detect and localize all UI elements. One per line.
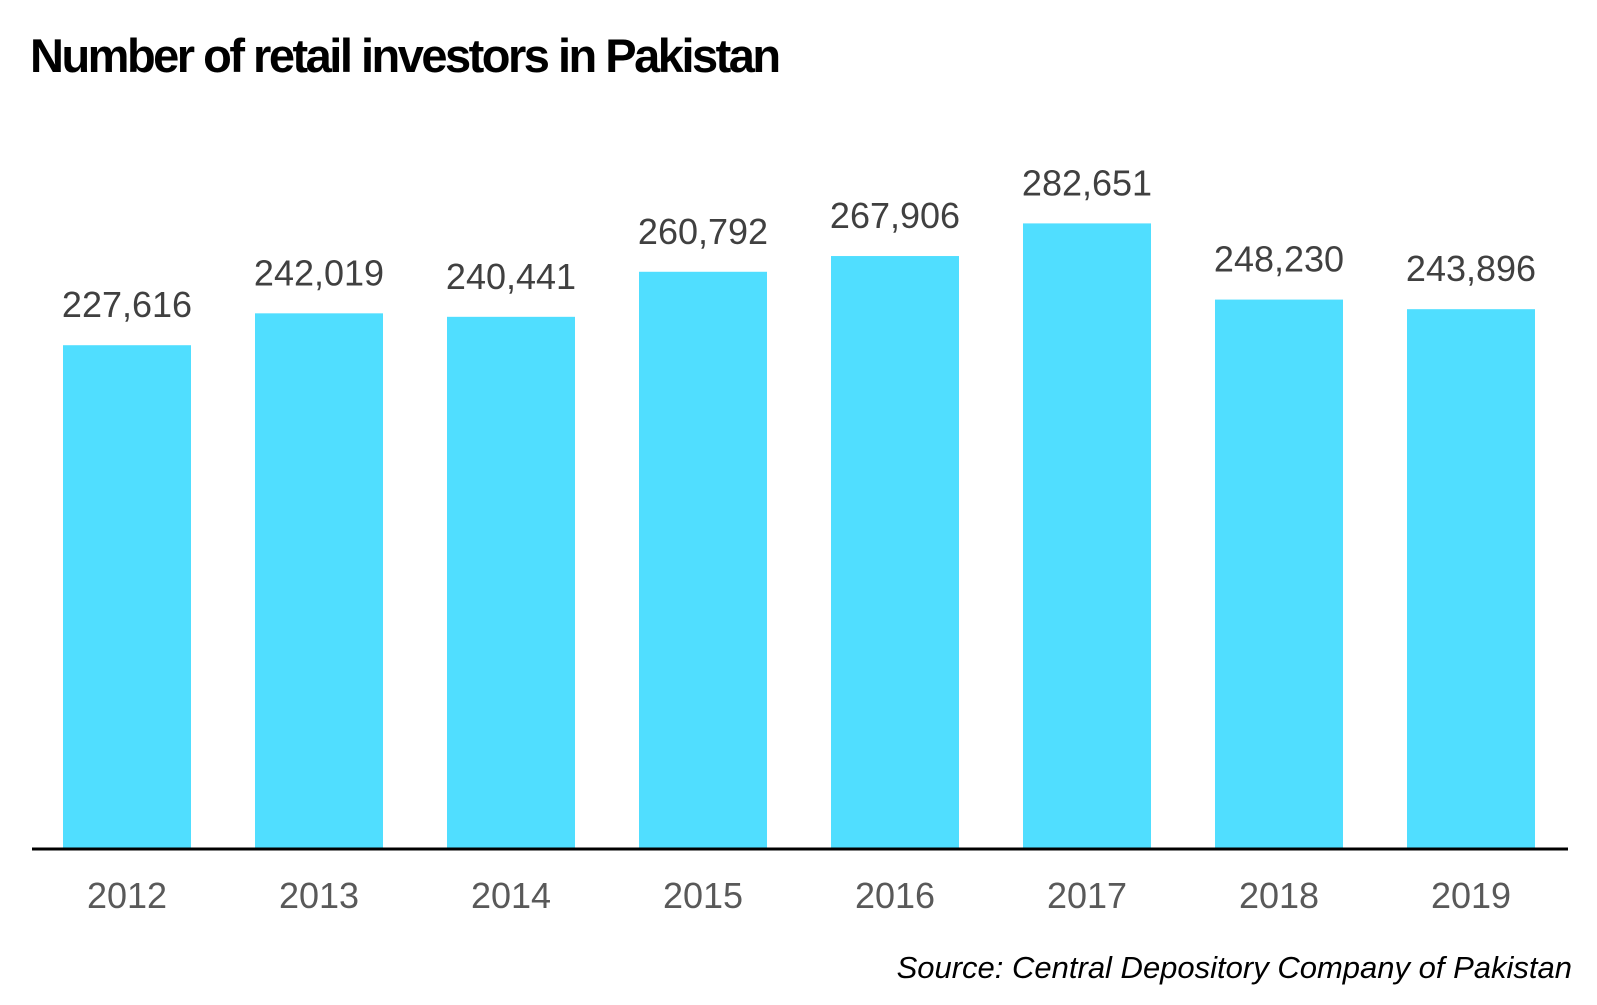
bar-2019 [1407, 309, 1535, 849]
x-tick-label: 2013 [279, 875, 359, 916]
x-tick-label: 2014 [471, 875, 551, 916]
data-label: 242,019 [254, 252, 384, 293]
bar-2015 [639, 271, 767, 849]
data-label: 227,616 [62, 284, 192, 325]
x-tick-label: 2015 [663, 875, 743, 916]
bar-2018 [1215, 299, 1343, 850]
data-label: 267,906 [830, 195, 960, 236]
bar-2014 [447, 316, 575, 849]
data-label: 243,896 [1406, 248, 1536, 289]
bar-2017 [1023, 223, 1151, 850]
bar-2013 [255, 313, 383, 849]
data-label: 260,792 [638, 211, 768, 252]
x-tick-label: 2012 [87, 875, 167, 916]
bar-2012 [63, 345, 191, 849]
bar-2016 [831, 256, 959, 849]
x-tick-label: 2016 [855, 875, 935, 916]
data-label: 240,441 [446, 256, 576, 297]
x-tick-label: 2017 [1047, 875, 1127, 916]
x-tick-label: 2019 [1431, 875, 1511, 916]
x-tick-label: 2018 [1239, 875, 1319, 916]
data-label: 248,230 [1214, 239, 1344, 280]
chart-title: Number of retail investors in Pakistan [30, 29, 781, 82]
source-note: Source: Central Depository Company of Pa… [896, 950, 1572, 985]
data-label: 282,651 [1022, 162, 1152, 203]
